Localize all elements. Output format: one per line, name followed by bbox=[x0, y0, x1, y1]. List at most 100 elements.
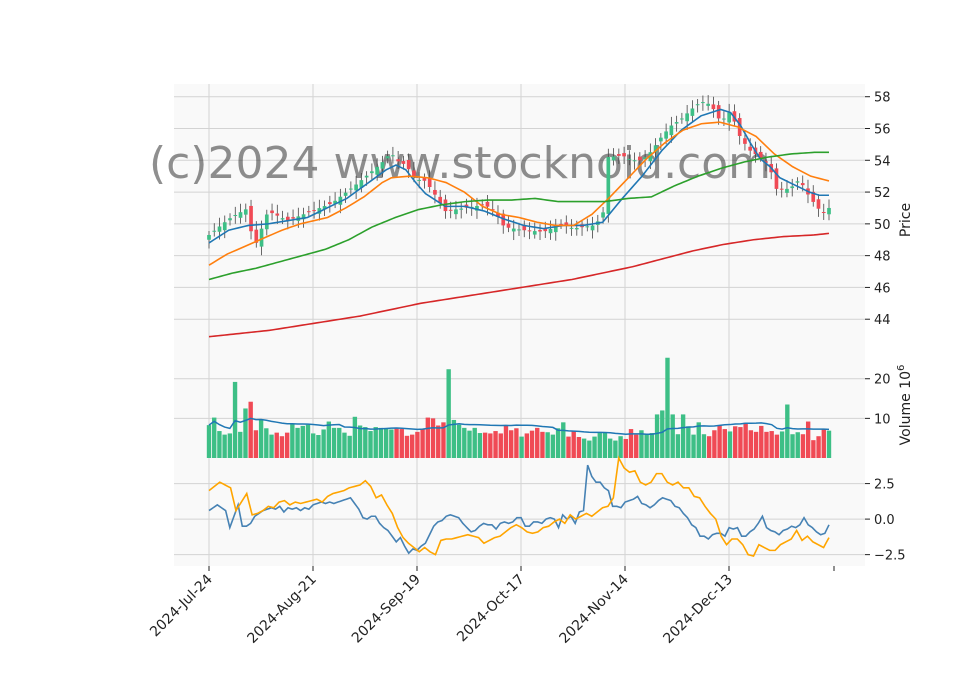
volume-bar bbox=[639, 430, 644, 458]
volume-bar bbox=[305, 424, 311, 458]
candle-up bbox=[364, 175, 369, 178]
candle-down bbox=[406, 159, 411, 170]
volume-bar bbox=[451, 419, 457, 458]
candle-up bbox=[385, 156, 390, 159]
candle-up bbox=[454, 209, 458, 215]
candle-up bbox=[459, 208, 464, 210]
volume-bar bbox=[524, 433, 530, 458]
volume-bar bbox=[628, 429, 634, 458]
y-tick-label: 52 bbox=[874, 186, 891, 201]
indicator-line-2 bbox=[208, 455, 830, 557]
volume-bar bbox=[383, 428, 389, 458]
candle-down bbox=[422, 177, 427, 181]
volume-bar bbox=[482, 432, 488, 458]
candle-up bbox=[690, 108, 695, 116]
volume-bar bbox=[284, 432, 290, 458]
volume-bar bbox=[337, 427, 342, 458]
candle-up bbox=[674, 122, 679, 124]
candle-down bbox=[396, 159, 400, 162]
x-tick-label: 2024-Nov-14 bbox=[557, 571, 632, 646]
volume-bar bbox=[290, 423, 295, 458]
candle-down bbox=[328, 202, 332, 205]
y-tick-label: 20 bbox=[874, 373, 891, 388]
volume-bar bbox=[347, 435, 352, 458]
candle-up bbox=[548, 229, 553, 234]
candle-up bbox=[370, 171, 374, 174]
candle-up bbox=[680, 118, 684, 120]
volume-bar bbox=[675, 434, 681, 458]
candle-down bbox=[506, 223, 511, 228]
candle-down bbox=[496, 212, 500, 217]
volume-bar bbox=[618, 436, 623, 458]
volume-bar bbox=[462, 427, 467, 458]
volume-bar bbox=[467, 430, 472, 458]
candle-up bbox=[574, 228, 579, 230]
volume-bar bbox=[545, 432, 550, 458]
volume-bar bbox=[686, 426, 691, 458]
candle-up bbox=[569, 227, 574, 229]
candle-down bbox=[779, 188, 784, 190]
x-tick-label: 2024-Aug-21 bbox=[244, 572, 319, 647]
volume-bar bbox=[712, 430, 717, 458]
volume-bar bbox=[691, 434, 696, 458]
volume-bar bbox=[342, 432, 347, 458]
volume-bar bbox=[352, 416, 358, 458]
volume-bar bbox=[540, 431, 545, 458]
volume-bar bbox=[248, 401, 253, 458]
volume-bar bbox=[514, 428, 519, 458]
moving-average-line-1 bbox=[208, 108, 829, 244]
candle-up bbox=[727, 112, 732, 123]
candle-up bbox=[664, 131, 668, 139]
volume-bar bbox=[264, 428, 269, 458]
candle-down bbox=[270, 210, 274, 214]
candle-up bbox=[685, 113, 689, 122]
candle-down bbox=[716, 105, 721, 119]
candle-down bbox=[501, 213, 506, 226]
volume-bar bbox=[733, 426, 738, 458]
volume-bar bbox=[389, 429, 394, 458]
volume-bar bbox=[222, 434, 227, 458]
volume-bar bbox=[826, 430, 832, 458]
x-tick-label: 2024-Oct-17 bbox=[454, 572, 528, 646]
candle-down bbox=[748, 146, 753, 151]
candle-down bbox=[522, 225, 527, 231]
candle-down bbox=[616, 154, 621, 156]
candle-up bbox=[233, 215, 238, 217]
candle-down bbox=[811, 191, 816, 202]
candle-up bbox=[643, 157, 647, 160]
candle-up bbox=[785, 188, 789, 193]
volume-bar bbox=[613, 440, 618, 458]
candle-up bbox=[333, 200, 337, 204]
candle-up bbox=[706, 103, 710, 106]
x-tick-label: 2024-Sep-19 bbox=[349, 572, 424, 647]
volume-bar bbox=[410, 434, 415, 458]
volume-panel bbox=[206, 357, 832, 458]
candle-up bbox=[280, 218, 285, 220]
candle-down bbox=[774, 168, 779, 189]
volume-bar bbox=[701, 434, 707, 458]
candle-down bbox=[291, 217, 295, 219]
candle-down bbox=[559, 224, 563, 226]
x-tick-label: 2024-Dec-13 bbox=[660, 572, 735, 647]
volume-bar bbox=[581, 438, 587, 458]
moving-average-line-4 bbox=[208, 232, 830, 338]
candle-up bbox=[349, 188, 353, 190]
candle-up bbox=[322, 206, 327, 210]
candle-up bbox=[585, 226, 590, 228]
volume-bar bbox=[649, 433, 655, 458]
volume-bar bbox=[748, 430, 754, 458]
volume-bar bbox=[394, 428, 399, 458]
y-tick-label: 10 bbox=[874, 412, 891, 427]
candle-up bbox=[354, 184, 358, 191]
volume-bar bbox=[300, 425, 305, 458]
volume-bar bbox=[602, 432, 608, 458]
volume-bar bbox=[430, 418, 436, 458]
volume-bar bbox=[660, 410, 665, 458]
volume-bar bbox=[576, 436, 582, 458]
candle-up bbox=[611, 156, 616, 161]
candle-up bbox=[648, 152, 653, 162]
candle-down bbox=[448, 209, 453, 211]
volume-bar bbox=[607, 438, 613, 458]
candle-up bbox=[790, 186, 795, 189]
